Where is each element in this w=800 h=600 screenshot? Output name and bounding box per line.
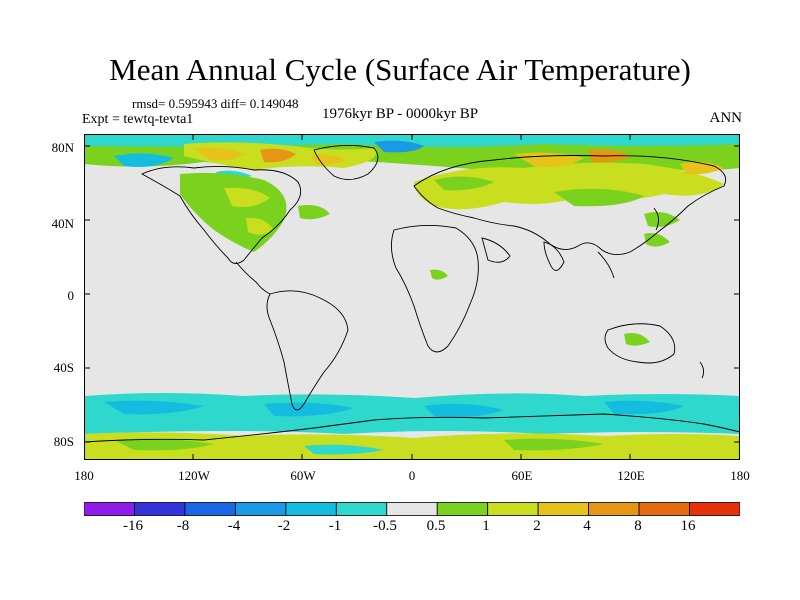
colorbar-box [134, 502, 186, 516]
temperature-map [84, 134, 740, 460]
colorbar-label: -4 [227, 518, 241, 534]
lon-tick-120w: 120W [178, 468, 210, 483]
lat-tick-0: 0 [67, 288, 75, 303]
colorbar-box [184, 502, 236, 516]
lon-tick-180e: 180 [730, 468, 750, 483]
colorbar-label: -8 [176, 518, 190, 534]
colorbar-label: 4 [583, 518, 591, 534]
lat-tick-80n: 80N [51, 140, 74, 155]
stats-line: rmsd= 0.595943 diff= 0.149048 [132, 96, 299, 111]
colorbar-label: -2 [277, 518, 291, 534]
lat-tick-40n: 40N [51, 216, 74, 231]
colorbar-label: 1 [482, 518, 490, 534]
colorbar-box [335, 502, 388, 516]
colorbar-label: 8 [634, 518, 642, 534]
colorbar-box [537, 502, 590, 516]
anomaly-fields [84, 134, 740, 460]
colorbar-label: -16 [123, 518, 143, 534]
lon-tick-180w: 180 [74, 468, 94, 483]
colorbar-label: 0.5 [426, 518, 446, 534]
lat-tick-40s: 40S [53, 360, 74, 375]
colorbar-box [285, 502, 337, 516]
lon-tick-60w: 60W [290, 468, 316, 483]
lat-tick-80s: 80S [53, 434, 74, 449]
lon-tick-60e: 60E [511, 468, 533, 483]
colorbar-box [588, 502, 640, 516]
lon-tick-0: 0 [408, 468, 416, 483]
colorbar-label: -1 [328, 518, 342, 534]
colorbar [84, 502, 740, 516]
colorbar-box [436, 502, 489, 516]
colorbar-box [234, 502, 287, 516]
lon-tick-120e: 120E [617, 468, 645, 483]
colorbar-label: 16 [680, 518, 696, 534]
colorbar-box [638, 502, 690, 516]
colorbar-box [386, 502, 438, 516]
period-label: 1976kyr BP - 0000kyr BP [322, 106, 479, 122]
colorbar-box [84, 502, 135, 516]
colorbar-label: -0.5 [373, 518, 397, 534]
colorbar-label: 2 [533, 518, 541, 534]
coastlines [84, 145, 740, 443]
colorbar-box [487, 502, 539, 516]
season-label: ANN [709, 110, 743, 126]
colorbar-box [689, 502, 740, 516]
map-ticks [84, 134, 740, 460]
chart-title: Mean Annual Cycle (Surface Air Temperatu… [109, 52, 691, 87]
experiment-label: Expt = tewtq-tevta1 [82, 112, 194, 127]
